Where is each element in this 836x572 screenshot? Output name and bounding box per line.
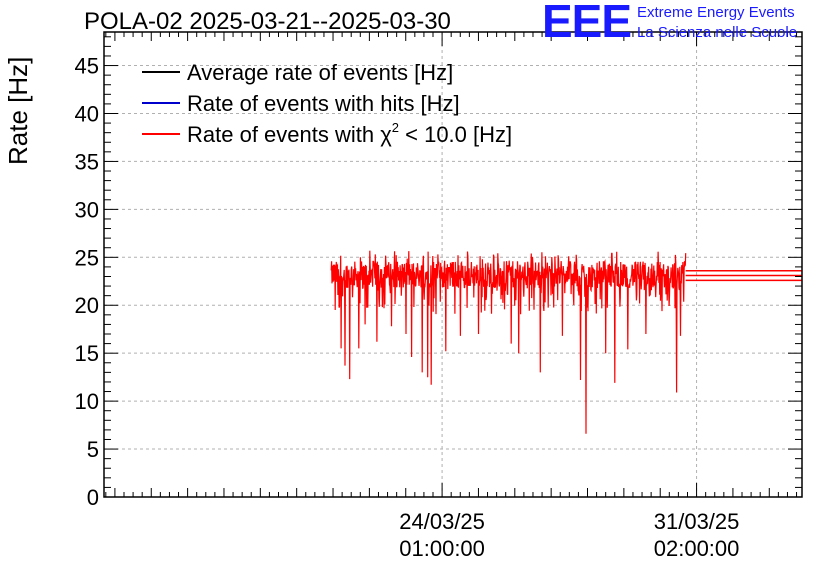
logo-line-1: Extreme Energy Events xyxy=(637,4,795,21)
y-tick-label: 5 xyxy=(87,437,99,462)
legend: Average rate of events [Hz] Rate of event… xyxy=(142,60,512,147)
y-axis: 0 5 10 15 20 25 30 35 40 45 xyxy=(75,36,802,510)
legend-label-3: Rate of events with χ2 < 10.0 [Hz] xyxy=(187,120,512,147)
x-tick-label-time: 02:00:00 xyxy=(654,536,740,561)
x-tick-label-date: 31/03/25 xyxy=(654,509,740,534)
y-tick-label: 10 xyxy=(75,389,99,414)
chart-title: POLA-02 2025-03-21--2025-03-30 xyxy=(84,8,451,35)
x-tick-label-date: 24/03/25 xyxy=(399,509,485,534)
y-axis-label: Rate [Hz] xyxy=(3,56,33,165)
y-tick-label: 15 xyxy=(75,341,99,366)
grid-lines xyxy=(104,32,802,497)
legend-label-1: Average rate of events [Hz] xyxy=(187,60,453,85)
x-tick-label-time: 01:00:00 xyxy=(399,536,485,561)
eee-logo: EEE Extreme Energy Events La Scienza nel… xyxy=(542,0,836,48)
series-line-rate-chi2 xyxy=(330,250,687,434)
series-rate-chi2 xyxy=(330,250,802,434)
y-tick-label: 0 xyxy=(87,485,99,510)
y-tick-label: 20 xyxy=(75,293,99,318)
logo-mark: EEE xyxy=(542,0,632,47)
y-tick-label: 40 xyxy=(75,101,99,126)
y-tick-label: 25 xyxy=(75,245,99,270)
legend-label-2: Rate of events with hits [Hz] xyxy=(187,91,460,116)
logo-line-2: La Scienza nelle Scuole xyxy=(637,24,798,41)
y-tick-label: 30 xyxy=(75,197,99,222)
plot-frame xyxy=(103,31,803,498)
y-tick-label: 45 xyxy=(75,54,99,79)
y-tick-label: 35 xyxy=(75,149,99,174)
